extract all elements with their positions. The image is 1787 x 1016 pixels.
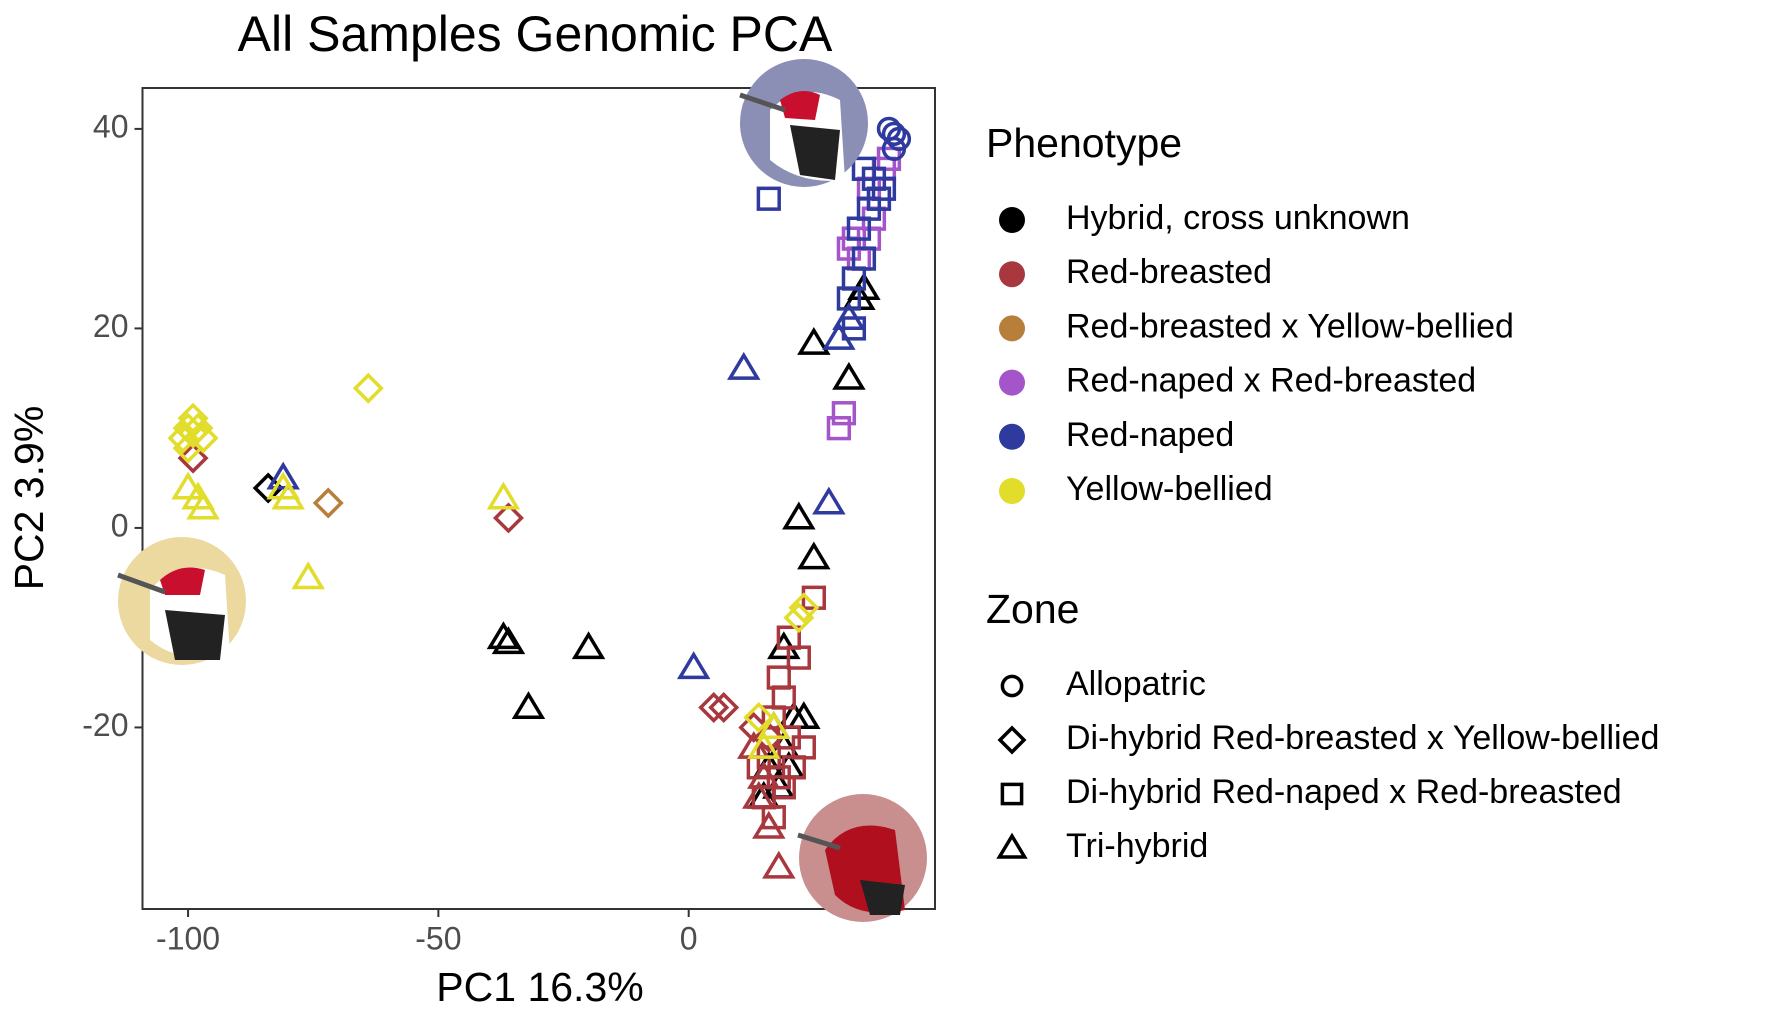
point [791,735,816,760]
legend-swatch [999,207,1025,233]
plot-frame [141,87,936,910]
point [766,665,791,690]
point [756,186,781,211]
point [747,730,781,759]
point [871,176,897,201]
point [186,491,220,520]
point [698,692,730,723]
point [997,725,1027,755]
point [761,705,786,730]
x-axis-label: PC1 16.3% [436,964,643,1010]
legend-label: Tri-hybrid [1066,827,1208,865]
points [167,116,912,879]
legend-label: Di-hybrid Red-breasted x Yellow-bellied [1066,719,1659,757]
red-naped-icon [739,59,868,187]
point [177,402,209,434]
legend-swatch [999,261,1025,288]
y-tick-label: 20 [93,308,129,344]
point [1000,782,1024,806]
legend-title: Phenotype [986,120,1182,166]
point [757,711,791,739]
point [177,442,209,474]
x-tick-label: -50 [415,920,461,956]
legend-swatch [999,369,1025,396]
point [187,422,219,454]
point [511,691,546,719]
legend-label: Red-breasted [1066,253,1272,291]
point [266,461,300,490]
red-breasted-icon [797,794,927,922]
point [851,156,877,181]
point [851,246,877,271]
point [797,326,831,355]
legend-label: Red-naped [1066,416,1234,454]
legend-label: Yellow-bellied [1066,470,1273,508]
legend-label: Di-hybrid Red-naped x Red-breasted [1066,773,1622,811]
point [812,486,846,515]
legend-label: Allopatric [1066,665,1206,703]
point [742,780,776,809]
point [271,481,305,510]
point [291,561,325,590]
point [676,651,711,680]
point [787,701,821,729]
point [797,541,831,570]
point [571,631,606,660]
legend-title: Zone [986,586,1079,632]
point [881,121,907,147]
y-tick-label: 0 [111,507,129,543]
point [822,321,856,350]
point [352,372,384,404]
y-axis-label: PC2 3.9% [6,406,52,591]
point [801,585,826,610]
point [747,760,781,789]
point [312,487,344,519]
point [171,471,205,500]
yellow-bellied-icon [117,537,246,665]
point [762,850,796,879]
point [1000,674,1024,698]
legend-label: Hybrid, cross unknown [1066,199,1410,237]
bird-icons [117,59,927,922]
legend-swatch [999,423,1025,450]
point [752,810,786,839]
legend-swatch [999,478,1025,504]
x-tick-label: 0 [680,920,698,956]
point [782,501,816,530]
point [486,481,521,510]
point [727,351,761,380]
y-tick-label: -20 [82,707,128,743]
point [996,832,1028,859]
point [708,692,740,723]
point [832,302,866,330]
point [832,361,866,390]
x-tick-label: -100 [156,920,220,956]
legend-label: Red-naped x Red-breasted [1066,362,1476,400]
point [177,417,209,449]
point [743,701,775,733]
point [786,645,811,670]
point [831,401,857,426]
chart-title: All Samples Genomic PCA [238,6,833,62]
point [783,602,815,634]
legend-swatch [999,315,1025,342]
point [491,626,526,655]
point [826,416,852,441]
point [881,136,907,162]
point [771,685,796,710]
y-tick-label: 40 [93,108,129,144]
point [788,592,820,624]
legend-label: Red-breasted x Yellow-bellied [1066,307,1514,345]
point [492,502,524,534]
